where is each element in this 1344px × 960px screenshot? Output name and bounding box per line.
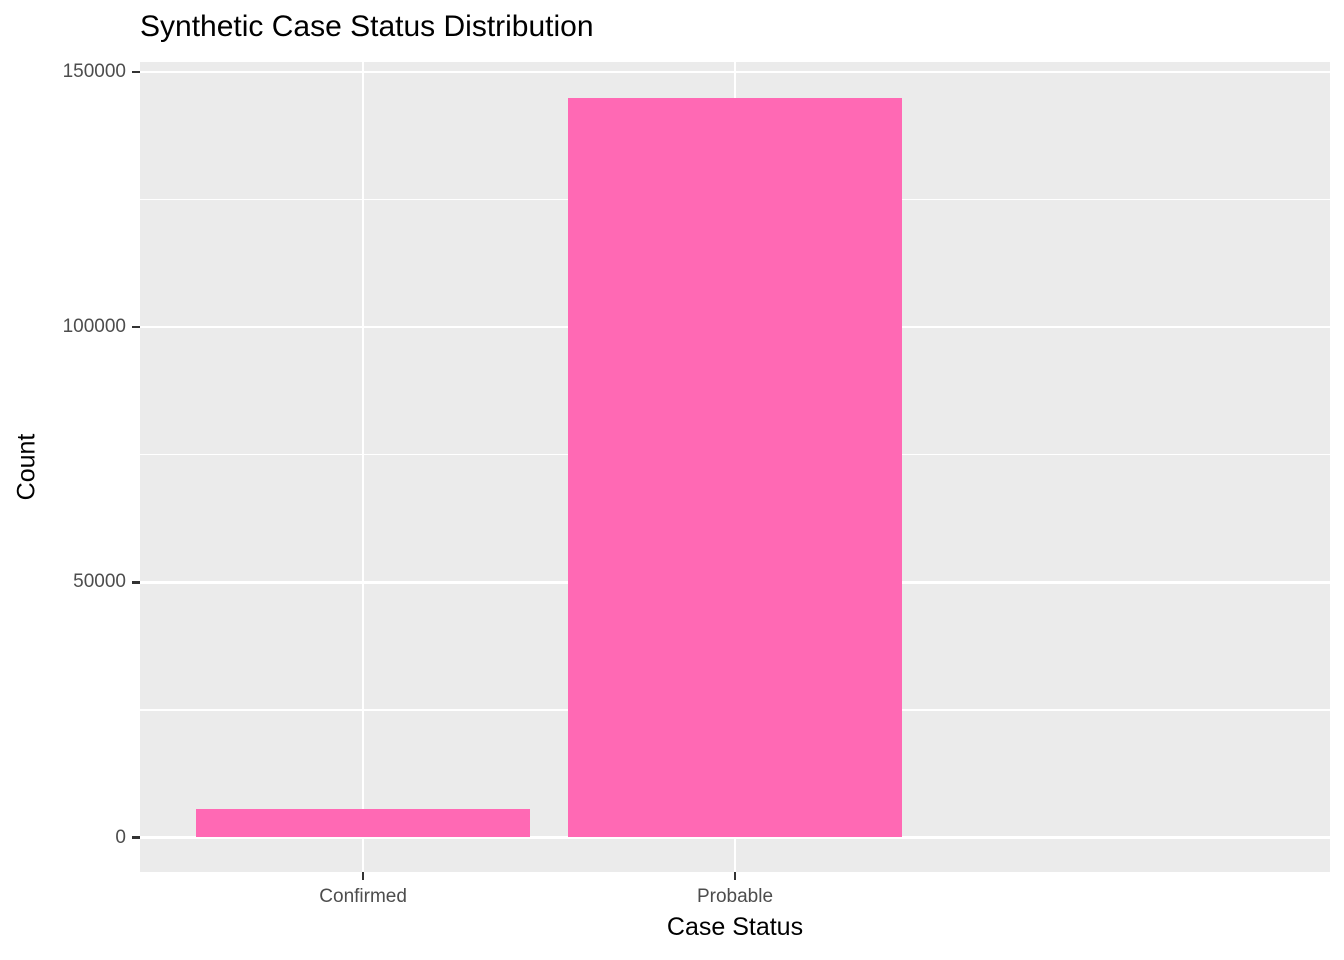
x-tick-mark — [733, 872, 737, 880]
y-tick-label: 150000 — [62, 61, 126, 82]
y-tick-mark — [132, 325, 140, 329]
y-tick-mark — [132, 70, 140, 74]
x-axis-title: Case Status — [666, 913, 804, 941]
x-tick-label: Confirmed — [319, 886, 407, 907]
plot-panel — [140, 62, 1330, 872]
y-axis-tick-labels: 0 50000 100000 150000 — [0, 0, 126, 960]
bar-confirmed — [195, 809, 531, 838]
y-tick-mark — [132, 836, 140, 839]
y-tick-label: 100000 — [62, 316, 126, 338]
chart-title: Synthetic Case Status Distribution — [140, 10, 594, 43]
y-tick-mark — [132, 581, 140, 584]
gridline-major-vertical — [361, 62, 365, 872]
bar-probable — [567, 97, 903, 838]
x-tick-label: Probable — [696, 886, 774, 907]
y-tick-label: 50000 — [73, 571, 126, 593]
y-tick-label: 0 — [115, 826, 126, 848]
x-tick-mark — [361, 872, 365, 880]
